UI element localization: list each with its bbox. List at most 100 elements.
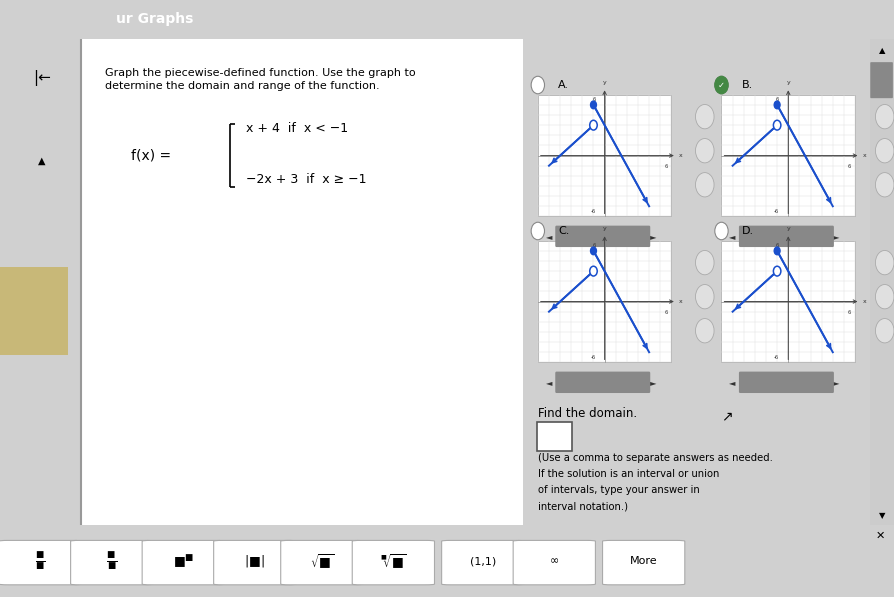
Text: ►: ► — [833, 378, 839, 387]
Text: -6: -6 — [774, 209, 780, 214]
FancyBboxPatch shape — [214, 540, 296, 585]
Circle shape — [773, 266, 780, 276]
Text: Graph the piecewise-defined function. Use the graph to
determine the domain and : Graph the piecewise-defined function. Us… — [105, 68, 415, 91]
FancyBboxPatch shape — [870, 39, 894, 525]
Text: x + 4  if  x < −1: x + 4 if x < −1 — [246, 122, 348, 136]
Text: x: x — [863, 153, 866, 158]
Circle shape — [773, 120, 780, 130]
Circle shape — [591, 247, 596, 255]
Circle shape — [715, 222, 728, 240]
Text: D.: D. — [742, 226, 754, 236]
Text: x: x — [863, 299, 866, 304]
Text: $■^{■}$: $■^{■}$ — [173, 553, 194, 570]
FancyBboxPatch shape — [721, 95, 855, 216]
Text: If the solution is an interval or union: If the solution is an interval or union — [538, 469, 719, 479]
Circle shape — [715, 76, 728, 94]
FancyBboxPatch shape — [352, 540, 434, 585]
Text: ✓: ✓ — [718, 81, 725, 90]
Circle shape — [696, 139, 714, 163]
Text: of intervals, type your answer in: of intervals, type your answer in — [538, 485, 700, 496]
Text: f(x) =: f(x) = — [131, 149, 171, 162]
Text: □: □ — [702, 328, 708, 334]
Circle shape — [696, 104, 714, 129]
FancyBboxPatch shape — [0, 540, 81, 585]
FancyBboxPatch shape — [555, 226, 650, 247]
Text: 6: 6 — [664, 164, 668, 169]
Text: ©: © — [701, 147, 708, 153]
FancyBboxPatch shape — [513, 540, 595, 585]
Text: −2x + 3  if  x ≥ −1: −2x + 3 if x ≥ −1 — [246, 173, 367, 186]
FancyBboxPatch shape — [537, 422, 572, 451]
Text: ►: ► — [650, 378, 656, 387]
Text: y: y — [603, 80, 606, 85]
Text: x: x — [679, 153, 682, 158]
Text: More: More — [630, 556, 657, 566]
Text: 6: 6 — [664, 310, 668, 315]
Text: ©: © — [701, 294, 708, 300]
Text: $\frac{■\,}{■}$: $\frac{■\,}{■}$ — [105, 550, 118, 572]
Text: y: y — [787, 226, 790, 231]
FancyBboxPatch shape — [739, 371, 834, 393]
Text: □: □ — [881, 181, 888, 188]
Text: (1,1): (1,1) — [469, 556, 496, 566]
FancyBboxPatch shape — [739, 226, 834, 247]
Circle shape — [591, 101, 596, 109]
Circle shape — [875, 319, 894, 343]
Text: ©: © — [881, 260, 889, 266]
Text: ©: © — [881, 147, 889, 153]
Text: -6: -6 — [590, 355, 595, 360]
Text: $|■|$: $|■|$ — [244, 553, 266, 569]
Text: Find the domain.: Find the domain. — [538, 407, 637, 420]
FancyBboxPatch shape — [603, 540, 685, 585]
Circle shape — [696, 319, 714, 343]
Text: 6: 6 — [776, 97, 780, 102]
Circle shape — [696, 173, 714, 197]
Text: x: x — [679, 299, 682, 304]
Text: ◄: ◄ — [545, 232, 552, 241]
Text: interval notation.): interval notation.) — [538, 501, 628, 512]
Text: y: y — [787, 80, 790, 85]
Text: ©: © — [881, 294, 889, 300]
Circle shape — [696, 251, 714, 275]
Text: $\sqrt{■}$: $\sqrt{■}$ — [309, 552, 334, 571]
Text: 6: 6 — [848, 164, 851, 169]
Text: $\sqrt[■]{■}$: $\sqrt[■]{■}$ — [380, 552, 407, 571]
Text: ▲: ▲ — [879, 47, 885, 56]
Circle shape — [774, 247, 780, 255]
FancyBboxPatch shape — [555, 371, 650, 393]
Text: ◄: ◄ — [545, 378, 552, 387]
Circle shape — [696, 285, 714, 309]
Text: 6: 6 — [593, 244, 595, 248]
Text: $\frac{■}{■}$: $\frac{■}{■}$ — [35, 550, 46, 572]
Circle shape — [531, 222, 544, 240]
Circle shape — [590, 120, 597, 130]
Text: ▼: ▼ — [879, 511, 885, 520]
Text: □: □ — [702, 181, 708, 188]
Text: |←: |← — [33, 70, 51, 86]
Circle shape — [875, 104, 894, 129]
Text: (Use a comma to separate answers as needed.: (Use a comma to separate answers as need… — [538, 453, 772, 463]
Circle shape — [875, 285, 894, 309]
Text: ↗: ↗ — [721, 409, 733, 423]
Text: ur Graphs: ur Graphs — [116, 13, 194, 26]
Text: 6: 6 — [593, 97, 595, 102]
FancyBboxPatch shape — [870, 62, 893, 98]
Text: □: □ — [881, 328, 888, 334]
Circle shape — [875, 139, 894, 163]
FancyBboxPatch shape — [442, 540, 524, 585]
Circle shape — [774, 101, 780, 109]
Circle shape — [715, 76, 728, 94]
Circle shape — [590, 266, 597, 276]
Text: ✕: ✕ — [876, 531, 885, 541]
FancyBboxPatch shape — [0, 267, 68, 355]
FancyBboxPatch shape — [71, 540, 153, 585]
Circle shape — [875, 173, 894, 197]
Text: ►: ► — [650, 232, 656, 241]
Text: 6: 6 — [848, 310, 851, 315]
Text: ▲: ▲ — [38, 155, 46, 165]
FancyBboxPatch shape — [721, 241, 855, 362]
Text: ◄: ◄ — [730, 232, 736, 241]
Text: ►: ► — [833, 232, 839, 241]
Text: -6: -6 — [590, 209, 595, 214]
Text: ◄: ◄ — [730, 378, 736, 387]
